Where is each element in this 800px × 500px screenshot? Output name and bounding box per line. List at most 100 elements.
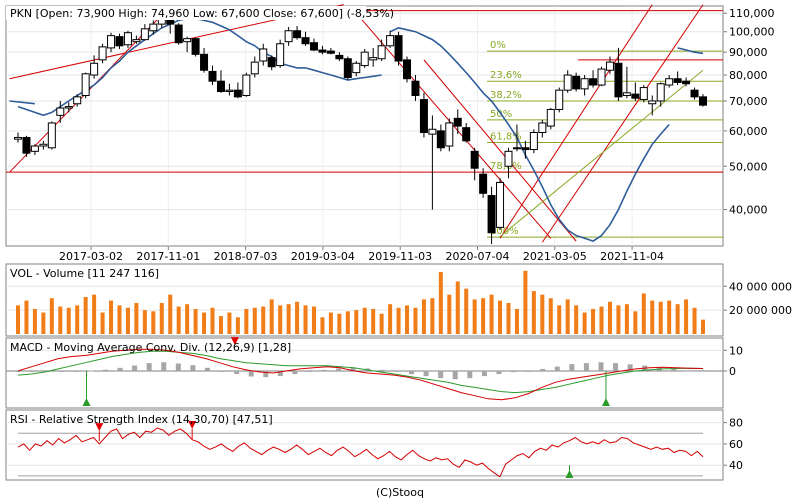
macd-histogram-bar <box>132 365 138 371</box>
volume-bar <box>168 294 173 334</box>
volume-bar <box>624 304 629 334</box>
candle-body <box>81 73 90 96</box>
volume-bar <box>16 305 20 334</box>
moving-average-line <box>677 47 704 55</box>
price-title: PKN [Open: 73,900 High: 74,960 Low: 67,6… <box>10 7 394 20</box>
volume-bar <box>176 306 181 334</box>
volume-bar <box>464 288 469 334</box>
volume-bar <box>125 307 130 334</box>
volume-bar <box>244 308 249 334</box>
volume-bar <box>421 299 426 334</box>
candle-body <box>22 136 31 154</box>
candle-body <box>597 68 606 86</box>
candle-body <box>335 54 344 60</box>
macd-histogram-bar <box>671 368 677 371</box>
volume-bar <box>498 300 503 334</box>
candle-body <box>580 78 589 90</box>
rsi-y-axis: 80 60 40 <box>723 417 743 472</box>
volume-bar <box>58 306 63 334</box>
macd-histogram-bar <box>627 364 633 371</box>
trendline <box>499 4 653 239</box>
macd-panel: MACD - Moving Average Conv. Div. (12,26,… <box>5 337 743 409</box>
volume-bar <box>24 300 29 334</box>
macd-histogram-bar <box>146 363 152 371</box>
volume-bar <box>472 299 477 334</box>
candle-body <box>250 61 259 75</box>
rsi-line <box>17 427 704 478</box>
candle-body <box>352 62 361 74</box>
volume-bar <box>481 298 486 334</box>
moving-average-line <box>9 100 35 105</box>
macd-title: MACD - Moving Average Conv. Div. (12,26,… <box>10 341 291 354</box>
volume-bar <box>447 294 452 334</box>
candle-body <box>538 122 547 134</box>
candle-body <box>242 74 251 96</box>
candle-body <box>428 128 437 135</box>
volume-bar <box>607 301 612 334</box>
macd-histogram-bar <box>234 370 240 375</box>
sell-signal-triangle <box>230 337 239 346</box>
macd-histogram-bar <box>496 370 502 375</box>
candle-body <box>504 150 513 167</box>
candle-body <box>284 30 293 43</box>
price-x-tick-label: 2021-03-05 <box>523 250 587 263</box>
volume-bar <box>303 305 308 334</box>
candle-body <box>411 80 420 96</box>
candle-body <box>326 50 335 54</box>
volume-bar <box>523 270 528 334</box>
volume-bar <box>278 305 283 334</box>
candle-body <box>64 106 73 109</box>
volume-bar <box>548 298 553 334</box>
macd-histogram-bar <box>452 370 458 380</box>
candle-body <box>149 23 158 32</box>
price-panel-frame <box>5 5 724 247</box>
volume-bar <box>92 294 97 334</box>
rsi-title: RSI - Relative Strength Index (14,30,70)… <box>10 413 273 426</box>
volume-bar <box>320 317 325 334</box>
candle-body <box>90 62 99 76</box>
volume-bar <box>142 310 147 334</box>
volume-bar <box>362 307 367 334</box>
candle-body <box>648 100 657 105</box>
macd-histogram-bar <box>15 370 21 372</box>
candle-body <box>462 127 471 142</box>
candle-body <box>563 74 572 91</box>
macd-y-axis: 10 0 <box>723 344 743 378</box>
volume-bar <box>506 302 511 334</box>
volume-bar <box>345 311 350 334</box>
volume-bar <box>582 312 587 334</box>
macd-histogram-bar <box>190 365 196 371</box>
volume-bar <box>354 310 359 334</box>
buy-signal-triangle <box>601 398 610 406</box>
volume-bar <box>227 312 232 334</box>
candle-body <box>183 38 192 43</box>
volume-bar <box>100 312 105 334</box>
volume-bar <box>658 301 663 334</box>
macd-histogram-bar <box>292 370 298 375</box>
macd-histogram-bar <box>685 370 691 372</box>
volume-bar <box>599 306 604 334</box>
candle-body <box>225 89 234 92</box>
price-x-tick-label: 2019-11-03 <box>368 250 432 263</box>
rsi-panel-frame <box>5 409 724 481</box>
volume-bar <box>574 305 579 334</box>
candle-body <box>555 89 564 110</box>
macd-histogram-bar <box>117 367 123 371</box>
macd-histogram-bar <box>467 370 473 379</box>
candle-body <box>656 83 665 102</box>
macd-histogram-bar <box>248 370 254 377</box>
macd-histogram-bar <box>277 370 283 377</box>
rsi-panel: RSI - Relative Strength Index (14,30,70)… <box>5 409 743 481</box>
volume-bar <box>311 306 316 334</box>
candle-body <box>259 48 268 62</box>
volume-bar <box>371 308 376 334</box>
volume-bar <box>261 306 266 334</box>
volume-bar <box>41 312 46 334</box>
candle-body <box>631 93 640 99</box>
price-y-axis: 110,000 100,000 90,000 80,000 70,000 60,000 50… <box>723 7 775 217</box>
candle-body <box>639 87 648 101</box>
macd-histogram-bar <box>161 362 167 371</box>
price-x-axis: 2017-03-02 2017-11-01 2018-07-03 2019-03-04… <box>59 246 664 263</box>
volume-bar <box>328 312 333 334</box>
